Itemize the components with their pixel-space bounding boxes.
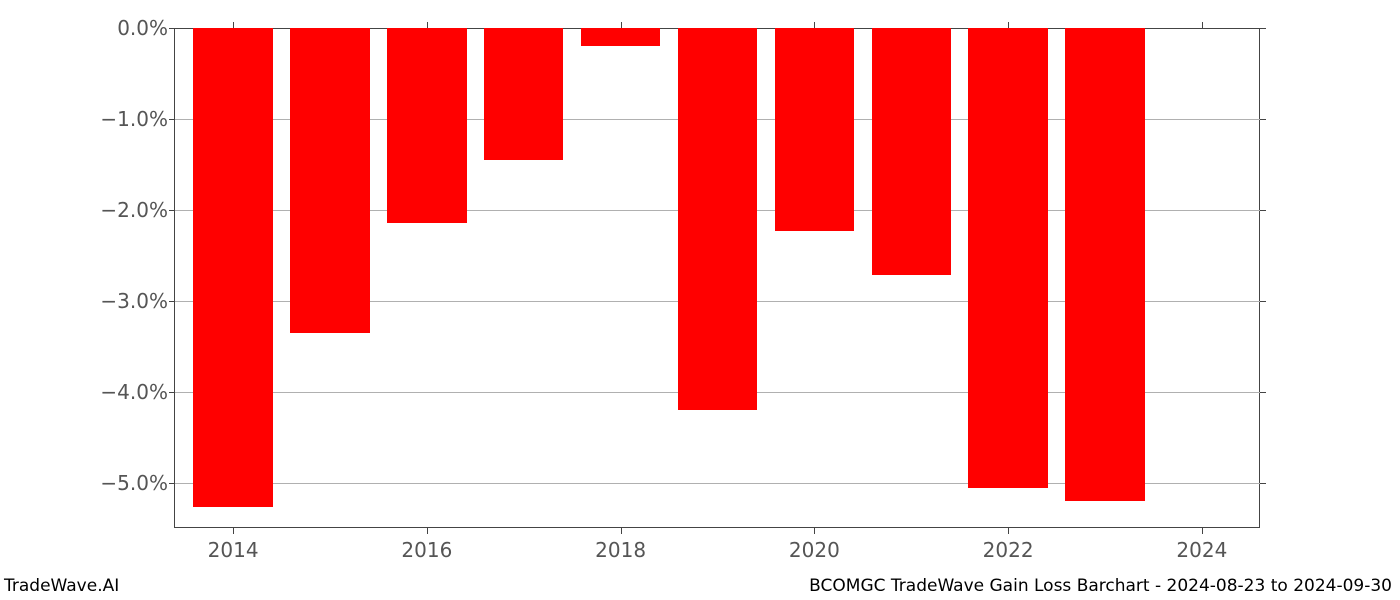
x-tick [1008, 528, 1009, 534]
y-tick [169, 301, 175, 302]
x-tick-top [427, 22, 428, 28]
x-tick [1202, 528, 1203, 534]
x-tick-top [814, 22, 815, 28]
x-tick-top [233, 22, 234, 28]
bar [872, 28, 951, 275]
x-tick-top [1008, 22, 1009, 28]
bar [387, 28, 466, 223]
x-tick-top [621, 22, 622, 28]
y-tick-right [1260, 28, 1266, 29]
y-tick [169, 210, 175, 211]
bar [193, 28, 272, 507]
y-tick-label: −2.0% [68, 198, 168, 222]
bar [968, 28, 1047, 488]
y-tick [169, 392, 175, 393]
x-tick-label: 2022 [983, 538, 1034, 562]
bar [678, 28, 757, 410]
x-tick-top [1202, 22, 1203, 28]
y-tick-right [1260, 483, 1266, 484]
x-tick-label: 2020 [789, 538, 840, 562]
bar [484, 28, 563, 160]
y-tick [169, 119, 175, 120]
y-tick-label: −1.0% [68, 107, 168, 131]
y-tick-right [1260, 301, 1266, 302]
bar [775, 28, 854, 231]
x-tick [814, 528, 815, 534]
x-tick [427, 528, 428, 534]
y-tick-label: −3.0% [68, 289, 168, 313]
footer-brand: TradeWave.AI [4, 576, 119, 596]
bar [581, 28, 660, 46]
footer-caption: BCOMGC TradeWave Gain Loss Barchart - 20… [809, 576, 1392, 596]
y-tick-right [1260, 392, 1266, 393]
y-tick [169, 28, 175, 29]
y-tick-label: 0.0% [68, 16, 168, 40]
y-tick-right [1260, 210, 1266, 211]
x-tick [233, 528, 234, 534]
x-tick-label: 2014 [208, 538, 259, 562]
x-tick [621, 528, 622, 534]
y-tick-label: −4.0% [68, 380, 168, 404]
bar [1065, 28, 1144, 501]
y-tick-label: −5.0% [68, 471, 168, 495]
x-tick-label: 2018 [595, 538, 646, 562]
y-tick-right [1260, 119, 1266, 120]
y-tick [169, 483, 175, 484]
bar [290, 28, 369, 333]
x-tick-label: 2024 [1176, 538, 1227, 562]
x-tick-label: 2016 [401, 538, 452, 562]
